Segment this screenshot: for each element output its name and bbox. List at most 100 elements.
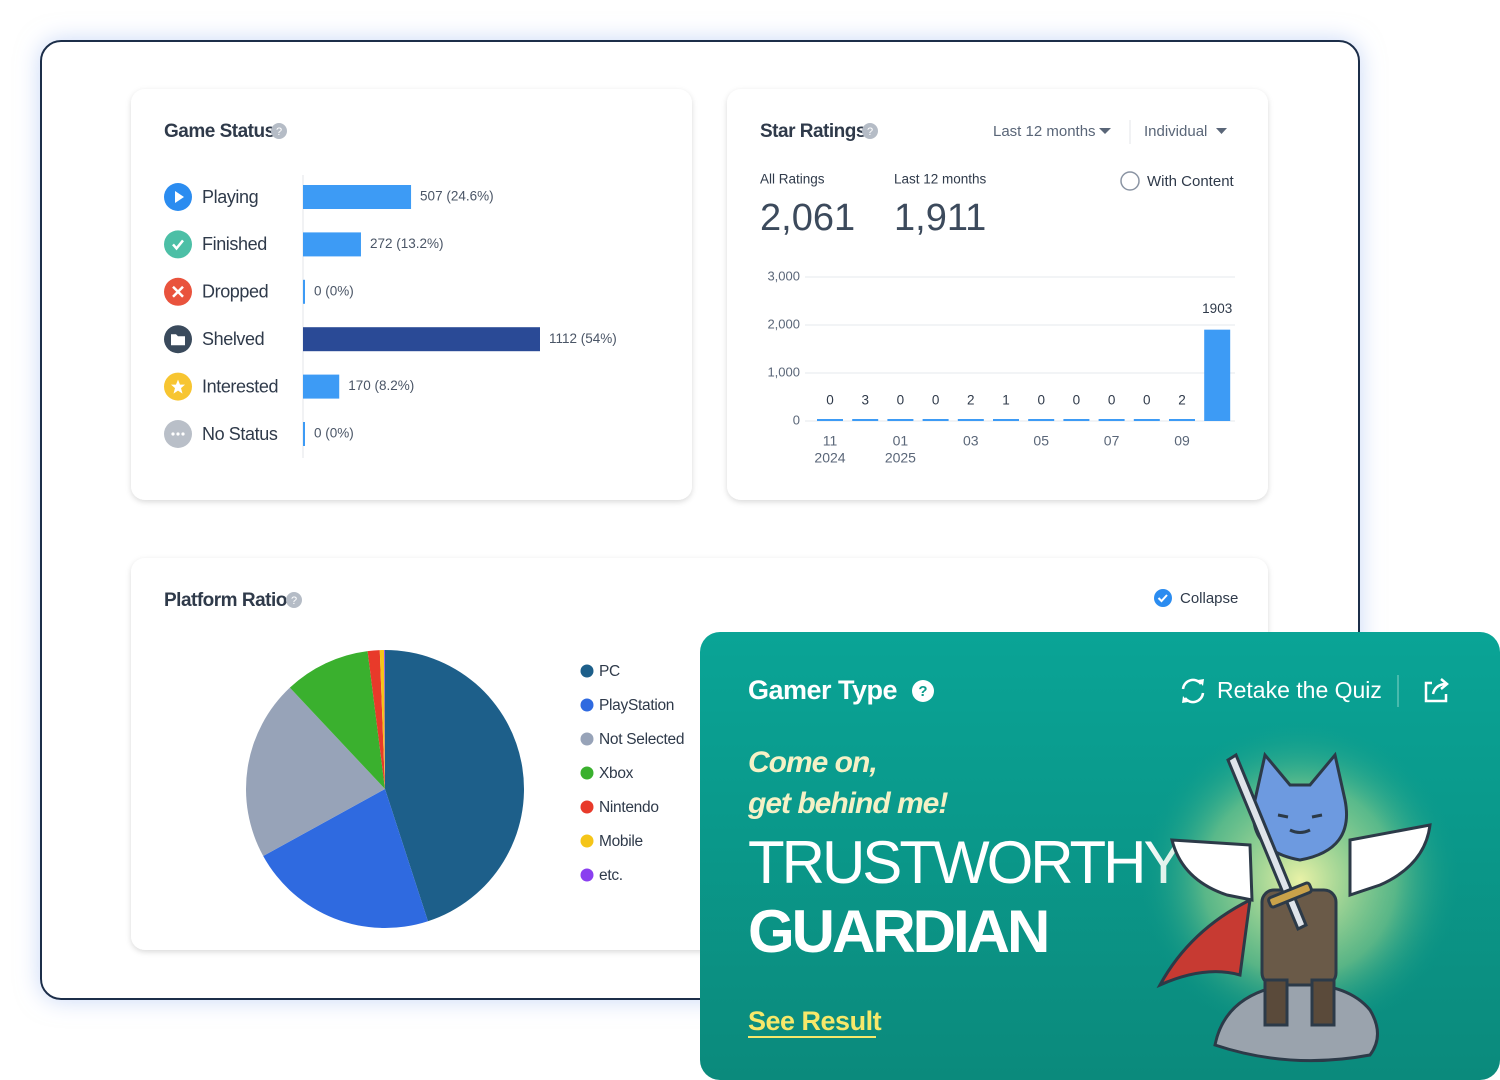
legend-swatch [580,698,594,712]
legend-label: Not Selected [599,731,684,748]
link-label: See Result [748,1006,882,1036]
legend-label: etc. [599,867,623,884]
status-icon [164,372,192,401]
svg-text:?: ? [918,683,927,700]
icon-glyph [171,334,185,346]
y-tick-label: 3,000 [767,268,800,283]
value-label: 0 [932,393,940,408]
bar [303,422,305,446]
collapse-toggle[interactable]: Collapse [1154,589,1238,607]
legend-swatch [580,868,594,882]
card-title: Game Status [164,121,275,142]
retake-label: Retake the Quiz [1217,677,1382,703]
legend-label: Mobile [599,833,643,850]
see-result-link[interactable]: See Result [748,1006,882,1038]
icon-glyph [172,285,184,298]
category-label: Finished [202,234,267,254]
stat-label: All Ratings [760,172,825,187]
value-label: 3 [861,392,869,407]
y-tick-label: 0 [793,412,800,427]
status-icon [164,420,192,448]
icon-glyph [175,191,184,203]
legend-label: PlayStation [599,697,674,714]
dropdown-label: Individual [1144,123,1207,140]
status-icon [164,183,192,211]
legend-swatch [580,834,594,848]
svg-text:?: ? [867,126,873,138]
bar [303,279,305,304]
icon-glyph [181,432,185,436]
value-label: 2 [1178,392,1186,407]
quote-line: get behind me! [747,787,948,820]
value-label: 1112 (54%) [549,331,617,346]
value-label: 0 [1073,393,1081,408]
y-tick-label: 1,000 [767,364,800,379]
bar [1169,419,1195,421]
type-line: GUARDIAN [748,898,1047,965]
help-icon[interactable]: ? [286,592,302,608]
retake-button[interactable]: Retake the Quiz [1181,677,1382,704]
bar [957,419,984,421]
guardian-illustration [1140,720,1460,1063]
help-icon[interactable]: ? [912,680,934,702]
status-icon [164,277,192,306]
card-title: Star Ratings [760,121,866,142]
help-icon[interactable]: ? [271,123,287,139]
pie-slice [379,650,385,789]
value-label: 0 [897,393,905,408]
value-label: 170 (8.2%) [348,378,414,393]
stat-label: Last 12 months [894,172,987,187]
value-label: 1903 [1202,301,1232,316]
icon-circle [164,230,192,259]
bar [303,327,540,352]
legend-label: Nintendo [599,799,659,816]
toggle-label: Collapse [1180,590,1238,607]
category-label: Dropped [202,282,268,302]
value-label: 0 [1037,393,1045,408]
value-label: 507 (24.6%) [420,189,494,204]
legend-swatch [580,766,594,780]
game-status-card [131,89,692,500]
value-label: 0 [826,393,834,408]
category-label: Interested [202,376,278,396]
star-ratings-card [727,89,1268,500]
category-label: Playing [202,187,258,207]
x-tick-label: 11 [823,433,838,449]
value-label: 1 [1002,393,1010,408]
value-label: 0 [1108,393,1116,408]
bar [852,419,879,421]
stat-value: 2,061 [760,197,855,239]
help-icon[interactable]: ? [862,123,878,139]
bar [887,419,914,421]
legend-swatch [580,800,594,814]
bar [1063,419,1090,421]
stat-value: 1,911 [894,197,986,239]
x-tick-label: 07 [1104,433,1120,449]
legend-label: PC [599,663,620,680]
share-button[interactable] [1424,678,1449,703]
category-label: No Status [202,424,278,444]
bar [993,419,1019,421]
icon-glyph [172,239,184,251]
bar [922,419,949,421]
value-label: 0 (0%) [314,426,354,441]
period-dropdown[interactable]: Last 12 months [993,123,1111,140]
icon-glyph [176,432,180,436]
pie-slice [263,789,428,928]
dropdown-label: Last 12 months [993,123,1096,140]
icon-glyph [171,379,185,394]
y-tick-label: 2,000 [767,316,800,331]
bar [817,419,843,421]
bar [303,232,361,257]
value-label: 0 [1143,393,1151,408]
category-label: Shelved [202,329,264,349]
pie-slice [367,650,385,789]
pie-slice [245,687,385,856]
legend-swatch [580,732,594,746]
with-content-toggle[interactable]: With Content [1120,171,1235,191]
legend-swatch [580,664,594,678]
bar [1028,419,1055,421]
mode-dropdown[interactable]: Individual [1144,123,1227,140]
icon-glyph [171,432,175,436]
